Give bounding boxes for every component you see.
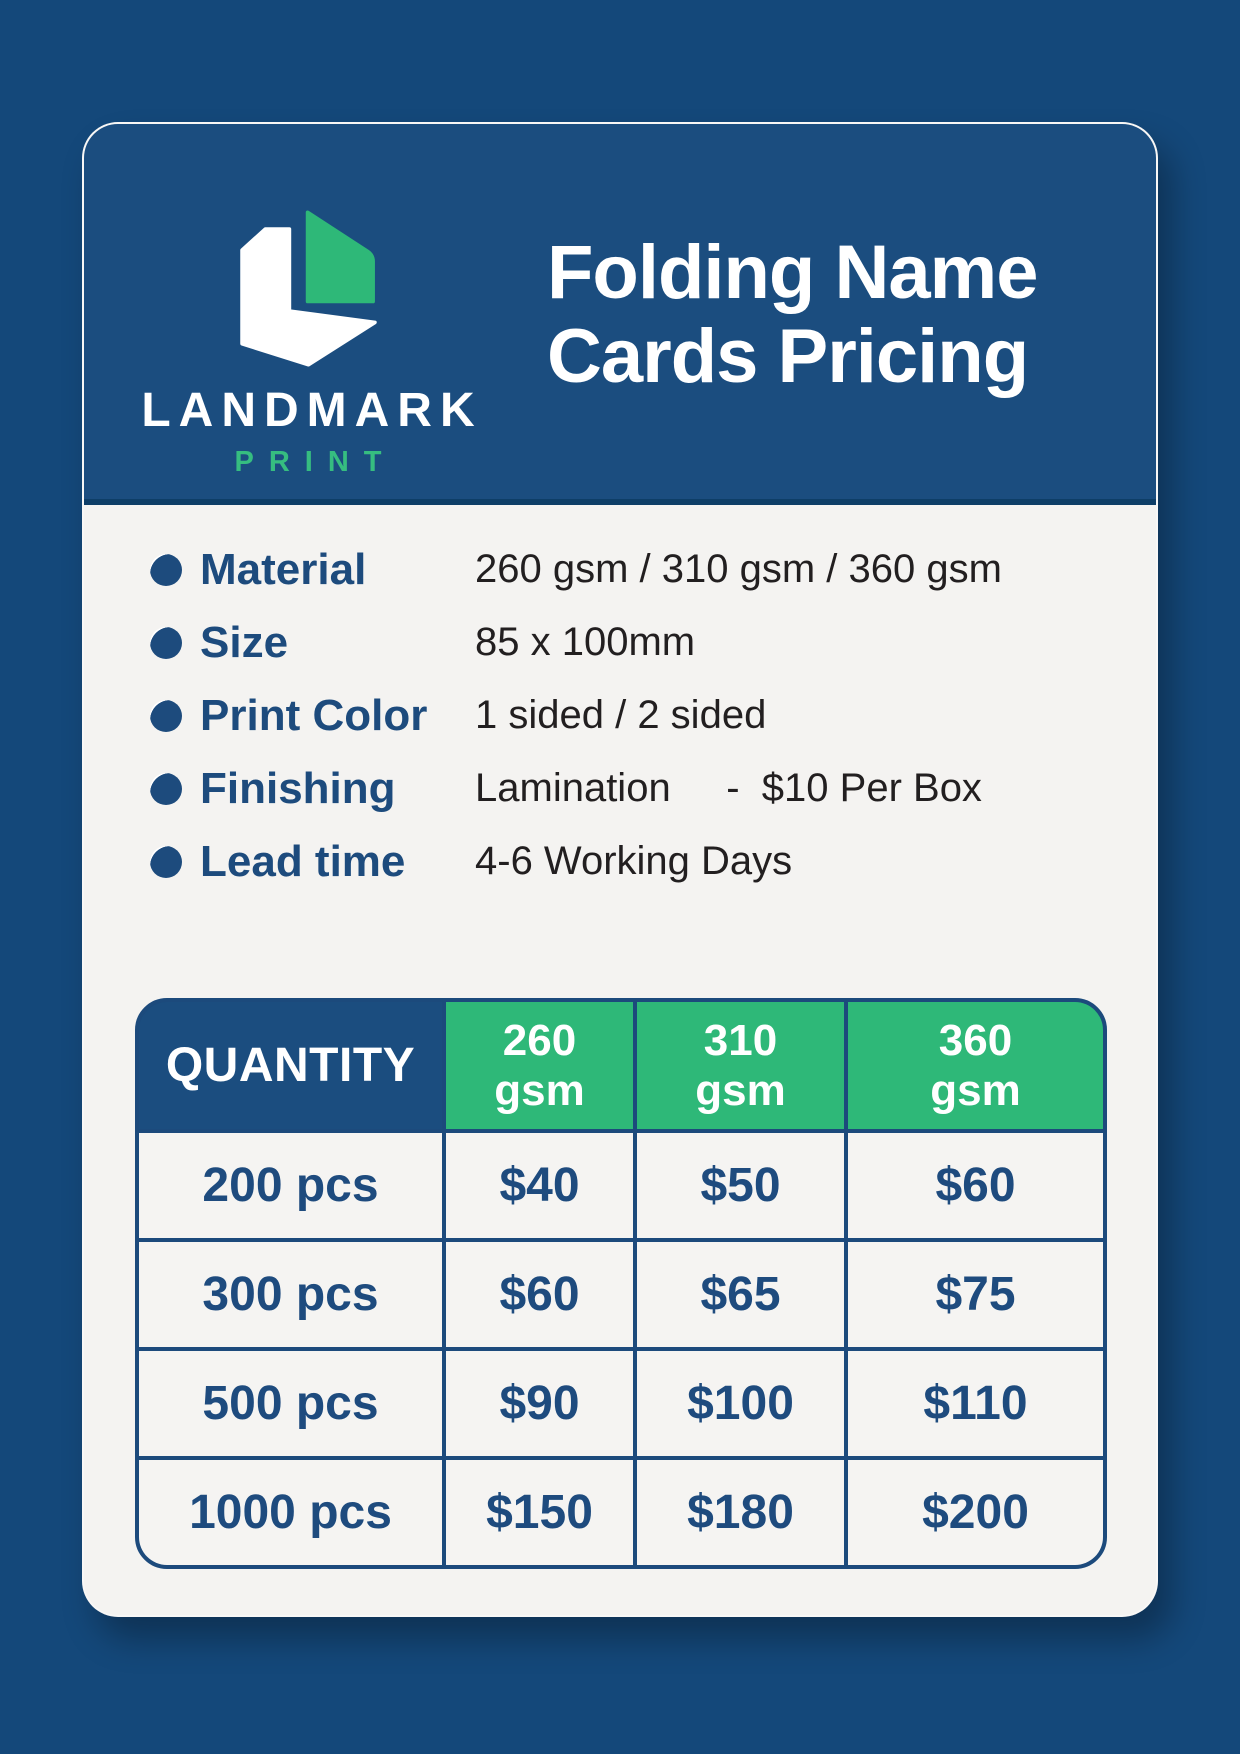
spec-value: Lamination - $10 Per Box — [475, 766, 982, 810]
price-cell: $180 — [637, 1460, 844, 1565]
title-line-1: Folding Name — [547, 230, 1038, 315]
price-cell: $100 — [637, 1351, 844, 1456]
price-cell: $65 — [637, 1242, 844, 1347]
page-title: Folding Name Cards Pricing — [547, 230, 1038, 399]
spec-value: 1 sided / 2 sided — [475, 693, 767, 737]
weight-value: 310 — [703, 1015, 778, 1065]
price-cell: $60 — [446, 1242, 633, 1347]
brand-logo: LANDMARK PRINT — [108, 124, 508, 479]
gsm-310-header-cell: 310 gsm — [637, 1002, 844, 1129]
spec-label: Size — [200, 617, 289, 667]
quantity-cell: 300 pcs — [139, 1242, 442, 1347]
weight-value: 260 — [502, 1015, 577, 1065]
price-cell: $90 — [446, 1351, 633, 1456]
bullet-icon — [150, 626, 182, 659]
price-cell: $110 — [848, 1351, 1103, 1456]
weight-unit: gsm — [930, 1065, 1021, 1115]
landmark-logo-icon — [239, 210, 377, 367]
price-cell: $40 — [446, 1133, 633, 1238]
bullet-icon — [150, 845, 182, 878]
spec-label: Material — [200, 544, 367, 594]
spec-value: 4-6 Working Days — [475, 839, 793, 883]
brand-name: LANDMARK — [141, 384, 483, 437]
card-header: LANDMARK PRINT Folding Name Cards Pricin… — [84, 124, 1156, 505]
weight-value: 360 — [938, 1015, 1013, 1065]
price-cell: $50 — [637, 1133, 844, 1238]
title-line-2: Cards Pricing — [547, 314, 1029, 399]
price-cell: $75 — [848, 1242, 1103, 1347]
spec-label: Lead time — [200, 836, 406, 886]
weight-unit: gsm — [494, 1065, 585, 1115]
spec-value: 260 gsm / 310 gsm / 360 gsm — [475, 547, 1002, 591]
price-cell: $150 — [446, 1460, 633, 1565]
spec-row-finishing: Finishing Lamination - $10 Per Box — [84, 752, 1156, 825]
gsm-360-header-cell: 360 gsm — [848, 1002, 1103, 1129]
pricing-card: LANDMARK PRINT Folding Name Cards Pricin… — [82, 122, 1158, 1617]
specs-list: Material 260 gsm / 310 gsm / 360 gsm Siz… — [84, 533, 1156, 898]
spec-row-material: Material 260 gsm / 310 gsm / 360 gsm — [84, 533, 1156, 606]
bullet-icon — [150, 699, 182, 732]
spec-label: Finishing — [200, 763, 396, 813]
bullet-icon — [150, 772, 182, 805]
quantity-cell: 200 pcs — [139, 1133, 442, 1238]
spec-label: Print Color — [200, 690, 428, 740]
price-cell: $60 — [848, 1133, 1103, 1238]
weight-unit: gsm — [695, 1065, 786, 1115]
price-cell: $200 — [848, 1460, 1103, 1565]
quantity-cell: 500 pcs — [139, 1351, 442, 1456]
quantity-header-cell: QUANTITY — [139, 1002, 442, 1129]
spec-value: 85 x 100mm — [475, 620, 696, 664]
spec-row-print-color: Print Color 1 sided / 2 sided — [84, 679, 1156, 752]
bullet-icon — [150, 553, 182, 586]
quantity-cell: 1000 pcs — [139, 1460, 442, 1565]
gsm-260-header-cell: 260 gsm — [446, 1002, 633, 1129]
pricing-table: QUANTITY 260 gsm 310 gsm 360 gsm 200 pcs… — [135, 998, 1107, 1569]
brand-subtitle: PRINT — [234, 446, 397, 478]
spec-row-lead-time: Lead time 4-6 Working Days — [84, 825, 1156, 898]
spec-row-size: Size 85 x 100mm — [84, 606, 1156, 679]
